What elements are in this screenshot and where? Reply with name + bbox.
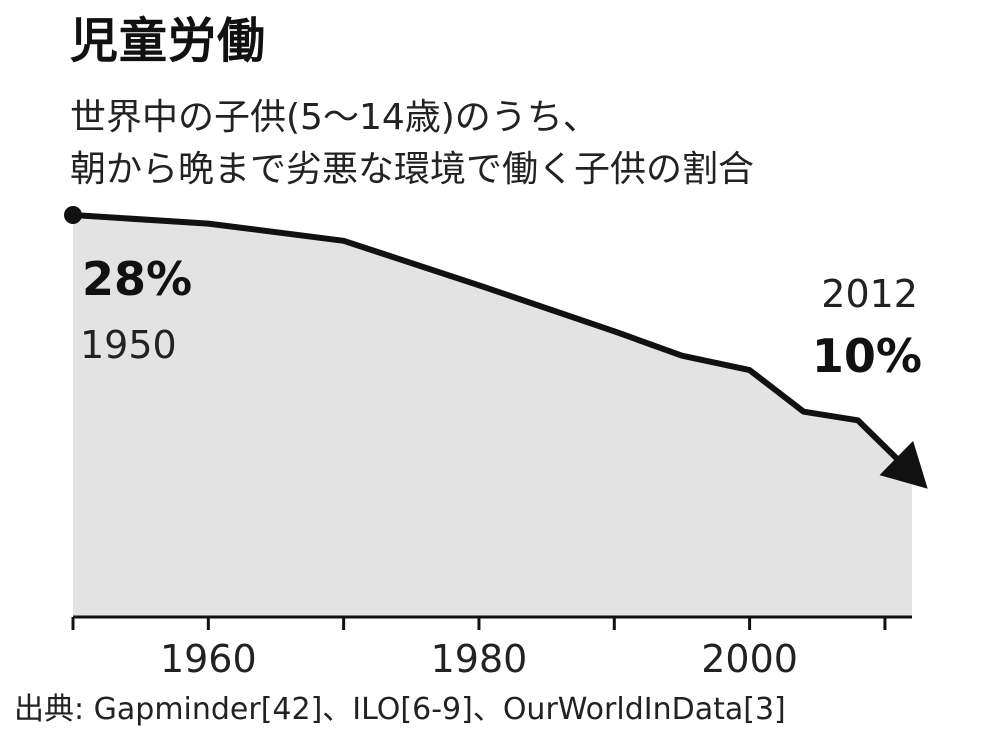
series-line bbox=[72, 212, 906, 468]
area-fill bbox=[73, 215, 912, 617]
start-point-marker bbox=[64, 206, 82, 224]
subtitle-line-2: 朝から晩まで劣悪な環境で働く子供の割合 bbox=[70, 149, 755, 190]
x-axis-ticks bbox=[71, 617, 887, 630]
start-value-label: 28% bbox=[82, 252, 192, 306]
end-value-label: 10% bbox=[812, 329, 922, 383]
x-tick-label-1960: 1960 bbox=[160, 637, 257, 681]
x-axis-tick-labels: 1960 1980 2000 bbox=[160, 637, 798, 681]
chart-title: 児童労働 bbox=[70, 13, 267, 69]
start-year-label: 1950 bbox=[80, 323, 177, 367]
source-note: 出典: Gapminder[42]、ILO[6-9]、OurWorldInDat… bbox=[14, 692, 786, 727]
end-arrow-icon bbox=[879, 440, 928, 489]
subtitle-line-1: 世界中の子供(5～14歳)のうち、 bbox=[70, 97, 599, 138]
end-year-label: 2012 bbox=[821, 272, 918, 316]
x-tick-label-2000: 2000 bbox=[701, 637, 798, 681]
chart-subtitle: 世界中の子供(5～14歳)のうち、 朝から晩まで劣悪な環境で働く子供の割合 bbox=[70, 92, 754, 196]
x-tick-label-1980: 1980 bbox=[431, 637, 528, 681]
